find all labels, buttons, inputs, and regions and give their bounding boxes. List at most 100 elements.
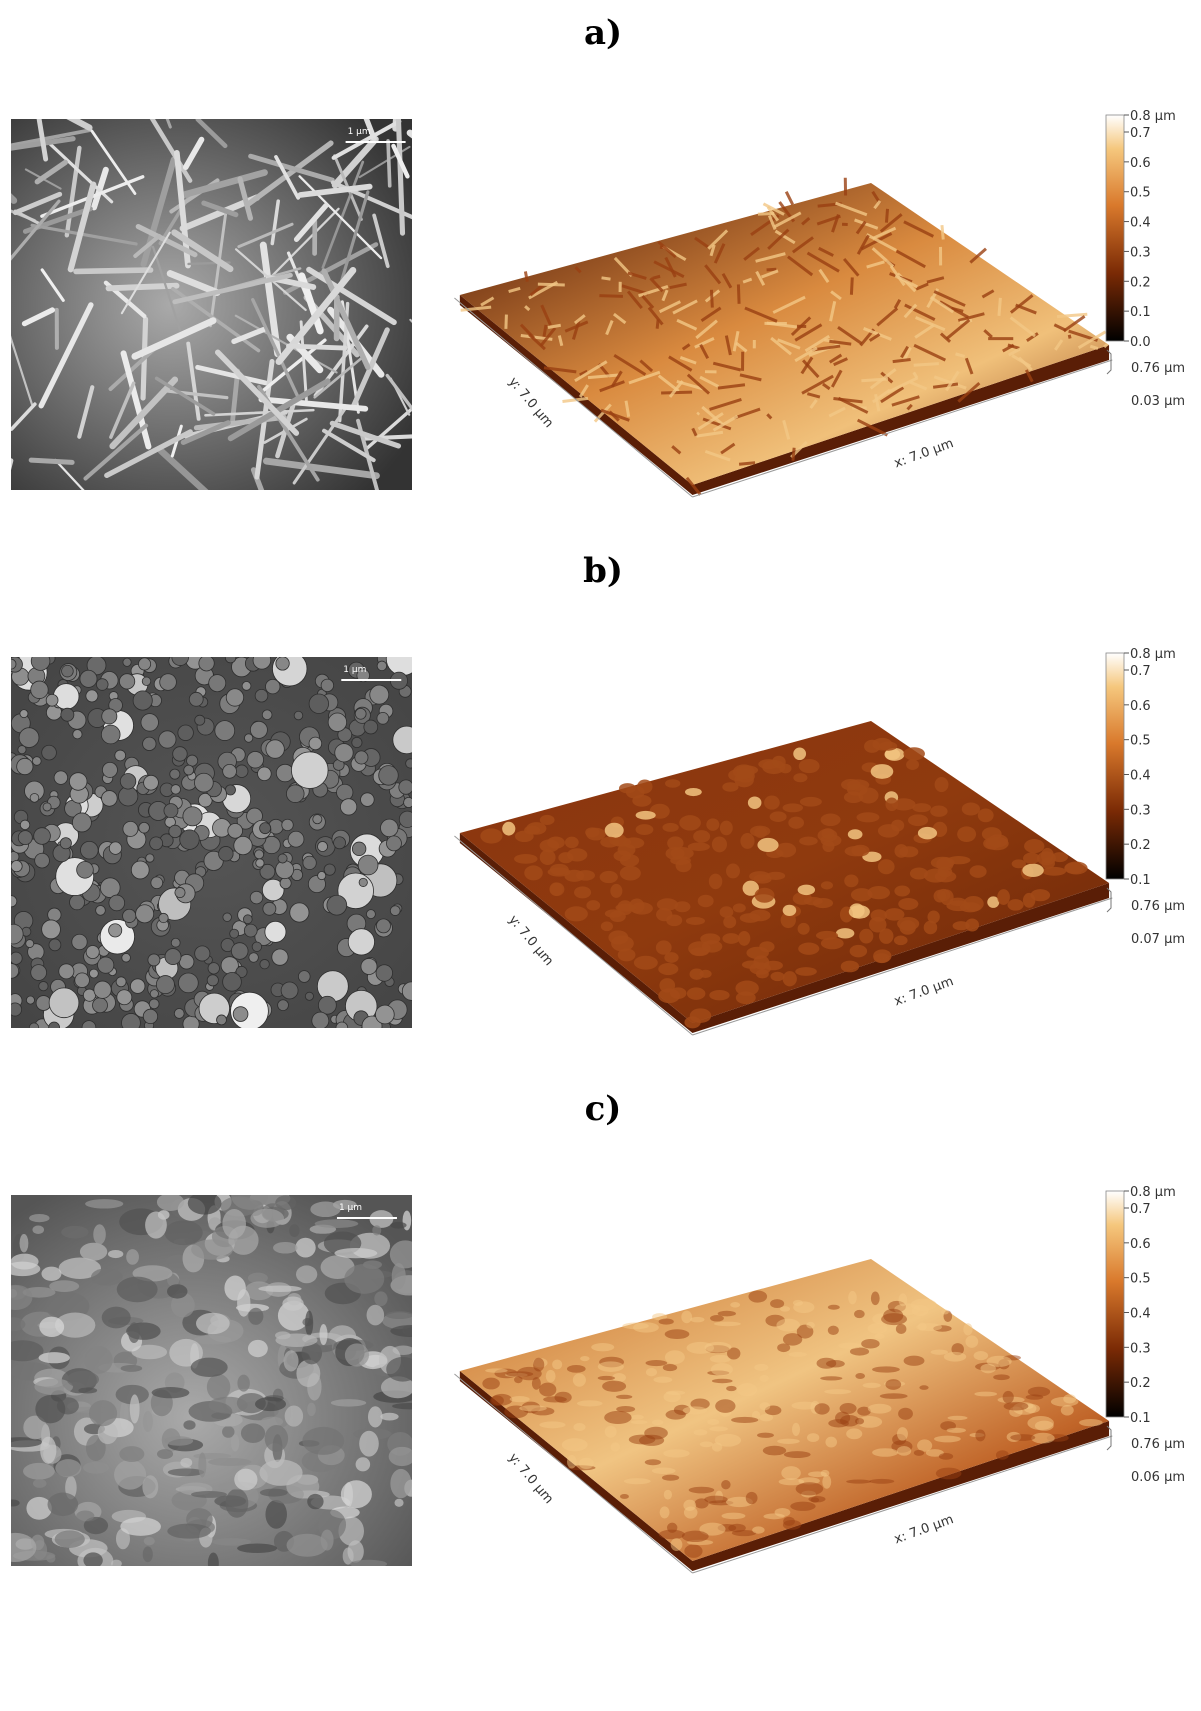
aggregate [61, 1226, 88, 1239]
aggregate [126, 1249, 139, 1265]
grain [199, 656, 214, 671]
afm-feature [730, 1302, 740, 1308]
afm-feature [855, 1418, 864, 1425]
afm-feature [824, 1389, 851, 1394]
grain [390, 906, 400, 916]
grain [175, 887, 185, 897]
aggregate [359, 1431, 379, 1457]
aggregate [258, 1285, 301, 1291]
aggregate [55, 1459, 81, 1477]
afm-feature [965, 1335, 978, 1347]
afm-feature [878, 859, 895, 874]
grain [29, 1023, 38, 1032]
grain [183, 807, 202, 826]
grain [172, 649, 189, 666]
z-min-label: 0.07 µm [1131, 932, 1185, 947]
colorbar-tick-label: 0.6 [1130, 1237, 1151, 1252]
z-max-label: 0.76 µm [1131, 1437, 1185, 1452]
aggregate [207, 1374, 231, 1400]
afm-feature [684, 1016, 700, 1028]
afm-feature [620, 866, 641, 881]
panel-label: c) [585, 1089, 622, 1129]
afm-feature [879, 742, 898, 751]
colorbar-tick-label: 0.4 [1130, 216, 1151, 231]
grain [276, 764, 294, 782]
afm-feature [733, 903, 746, 912]
grain [305, 992, 313, 1000]
afm-feature [739, 463, 755, 465]
aggregate [128, 1322, 140, 1343]
afm-feature [662, 1475, 679, 1481]
grain [272, 651, 307, 686]
aggregate [310, 1202, 340, 1218]
grain [46, 694, 58, 706]
afm-feature [634, 956, 658, 970]
aggregate [5, 1262, 41, 1277]
grain [215, 721, 235, 741]
grain [375, 1005, 394, 1024]
afm-feature [1004, 1402, 1029, 1411]
afm-feature [726, 864, 740, 879]
afm-feature [565, 837, 579, 849]
grain [43, 803, 51, 811]
aggregate [143, 1546, 153, 1562]
afm-feature [851, 845, 869, 857]
aggregate [389, 1447, 416, 1466]
grain [223, 972, 242, 991]
y-axis-label: y: 7.0 µm [505, 375, 556, 431]
aggregate [341, 1480, 372, 1508]
afm-feature [738, 931, 750, 946]
aggregate [392, 1403, 427, 1409]
afm-feature [948, 1416, 968, 1420]
afm-feature [706, 818, 719, 830]
aggregate [394, 1499, 403, 1507]
grain [376, 965, 393, 982]
afm-feature [646, 1368, 657, 1376]
afm-feature [480, 828, 502, 843]
afm-feature [598, 1361, 624, 1372]
aggregate [91, 1268, 123, 1285]
grain [253, 651, 271, 669]
afm-feature [846, 1479, 871, 1483]
grain [20, 710, 28, 718]
grain [8, 1003, 21, 1016]
colorbar-tick-label: 0.7 [1130, 1202, 1151, 1217]
scale-bar-label: 1 µm [343, 665, 366, 675]
grain [73, 730, 82, 739]
grain [328, 713, 346, 731]
afm-feature [577, 1400, 603, 1406]
afm-feature [869, 917, 887, 933]
grain [173, 747, 188, 762]
colorbar-tick-label: 0.3 [1130, 1341, 1151, 1356]
afm-feature [693, 1429, 707, 1435]
afm-feature [908, 814, 928, 826]
afm-feature [653, 1377, 672, 1383]
aggregate [284, 1350, 299, 1371]
grain [49, 939, 61, 951]
aggregate [35, 1395, 65, 1423]
afm-feature [733, 764, 755, 779]
aggregate [237, 1375, 249, 1392]
afm-feature [784, 1451, 811, 1458]
afm-feature [562, 1438, 588, 1451]
crystal-needle [288, 346, 345, 348]
afm-feature [740, 913, 761, 923]
afm-feature [573, 1423, 585, 1431]
afm-feature [759, 1375, 769, 1382]
aggregate [259, 1459, 302, 1485]
grain [174, 1009, 184, 1019]
grain [72, 934, 87, 949]
colorbar-tick-label: 0.5 [1130, 734, 1151, 749]
afm-feature [746, 1492, 758, 1504]
afm-feature [811, 1497, 820, 1502]
aggregate [26, 1497, 51, 1520]
aggregate [39, 1352, 70, 1363]
afm-feature [806, 1322, 814, 1329]
grain [115, 750, 126, 761]
afm-feature [721, 1480, 730, 1489]
x-axis-label: x: 7.0 µm [892, 1512, 955, 1547]
afm-feature [1064, 862, 1084, 873]
aggregate [39, 1317, 64, 1337]
afm-feature [519, 1405, 547, 1411]
sem-image: 1 µm [0, 23, 481, 527]
